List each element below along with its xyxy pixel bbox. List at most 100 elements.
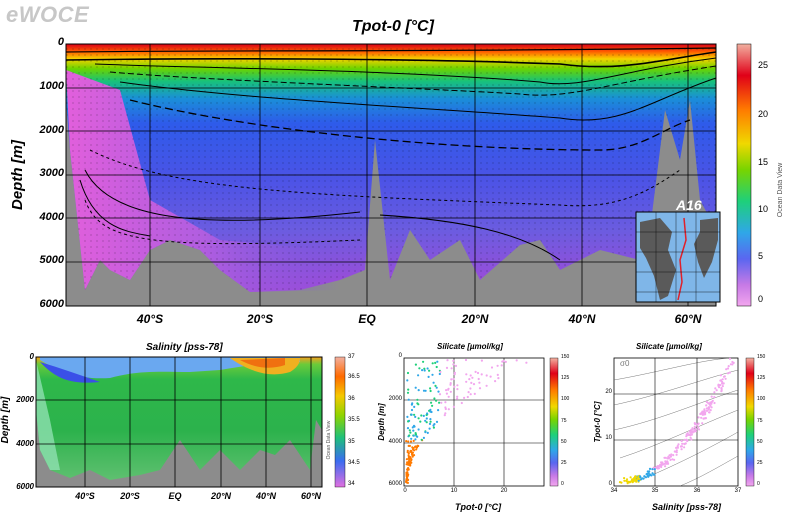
silicate-depth-cbar-100: 100 [561, 396, 570, 402]
silicate-depth-point [408, 434, 411, 437]
silicate-depth-point [409, 460, 412, 463]
silicate-ts-point [646, 474, 649, 477]
silicate-depth-point [406, 463, 410, 466]
silicate-depth-point [412, 447, 415, 450]
silicate-depth-point [515, 359, 518, 362]
silicate-depth-point [469, 387, 472, 390]
silicate-ts-point [690, 433, 694, 436]
silicate-depth-point [438, 372, 441, 376]
silicate-ts-point [661, 461, 664, 464]
salinity-chart-title: Salinity [pss-78] [146, 342, 223, 353]
silicate-depth-point [438, 401, 441, 404]
silicate-ts-point [708, 411, 711, 414]
silicate-depth-point [470, 381, 473, 384]
silicate-depth-point [409, 431, 412, 434]
silicate-ts-point [688, 430, 692, 433]
silicate-depth-point [443, 414, 446, 417]
main-cbar-tick-15: 15 [758, 157, 769, 167]
silicate-depth-y-axis-label: Depth [m] [377, 403, 386, 441]
silicate-ts-point [675, 446, 678, 449]
silicate-depth-cbar-150: 150 [561, 354, 570, 360]
sample-dots [66, 44, 716, 292]
silicate-ts-point [714, 387, 717, 390]
silicate-depth-point [424, 419, 427, 422]
silicate-depth-point [407, 388, 410, 391]
silicate-depth-point [469, 393, 472, 396]
silicate-ts-point [681, 442, 684, 445]
silicate-depth-point [407, 420, 410, 423]
silicate-ts-x-tick-36: 36 [693, 488, 701, 494]
silicate-depth-point [489, 375, 492, 378]
silicate-depth-point [456, 384, 459, 387]
silicate-ts-point [719, 384, 722, 387]
silicate-depth-point [478, 387, 482, 390]
silicate-depth-point [406, 379, 409, 382]
silicate-depth-point [414, 445, 417, 448]
silicate-depth-point [407, 452, 410, 455]
silicate-depth-point [406, 481, 409, 484]
silicate-depth-point [410, 408, 414, 412]
silicate-depth-point [445, 389, 448, 392]
silicate-depth-point [432, 426, 435, 429]
salinity-cbar-tick-35-5: 35.5 [348, 417, 360, 423]
silicate-depth-point [428, 422, 432, 425]
silicate-ts-point [690, 429, 693, 432]
salinity-x-tick-40s: 40°S [75, 491, 95, 501]
silicate-depth-cbar-50: 50 [561, 439, 567, 445]
main-y-tick-5000: 5000 [39, 254, 64, 266]
silicate-ts-x-axis-label: Salinity [pss-78] [652, 502, 722, 512]
silicate-depth-point [428, 369, 431, 372]
silicate-depth-point [450, 367, 453, 370]
salinity-y-tick-4000: 4000 [16, 439, 34, 448]
salinity-cbar-tick-37: 37 [348, 354, 355, 360]
silicate-depth-point [407, 454, 410, 457]
silicate-depth-point [466, 395, 469, 399]
salinity-cbar-tick-36-5: 36.5 [348, 374, 360, 380]
main-cbar-tick-0: 0 [758, 294, 764, 304]
silicate-ts-point [728, 371, 731, 374]
silicate-depth-point [435, 365, 438, 369]
silicate-depth-point [453, 385, 456, 388]
silicate-depth-cbar-75: 75 [561, 418, 567, 424]
silicate-ts-point [713, 401, 716, 405]
silicate-depth-point [435, 386, 438, 389]
silicate-depth-point [417, 428, 420, 431]
silicate-ts-point [623, 477, 626, 480]
silicate-depth-point [444, 401, 447, 404]
silicate-depth-points [405, 358, 528, 484]
silicate-ts-point [700, 416, 703, 419]
silicate-depth-point [422, 360, 425, 363]
silicate-depth-point [406, 477, 409, 480]
silicate-ts-points [618, 357, 735, 485]
silicate-depth-point [411, 426, 414, 429]
salinity-x-tick-60n: 60°N [300, 491, 322, 501]
silicate-depth-point [432, 381, 435, 384]
silicate-ts-point [687, 433, 691, 437]
silicate-ts-point [676, 446, 680, 449]
silicate-ts-point [697, 416, 700, 419]
silicate-depth-point [446, 359, 449, 362]
silicate-ts-point [707, 402, 710, 405]
main-colorbar-credit: Ocean Data View [777, 162, 784, 217]
silicate-depth-point [405, 471, 408, 474]
silicate-depth-point [424, 431, 427, 434]
silicate-ts-point [731, 360, 734, 364]
silicate-ts-point [697, 428, 701, 431]
salinity-y-tick-6000: 6000 [16, 482, 34, 491]
silicate-depth-point [440, 401, 443, 404]
silicate-ts-point [631, 481, 634, 484]
silicate-ts-point [715, 389, 718, 392]
silicate-depth-point [435, 399, 438, 402]
silicate-ts-y-tick-20: 20 [605, 389, 612, 395]
salinity-y-tick-0: 0 [29, 352, 34, 361]
silicate-depth-point [408, 429, 411, 432]
silicate-depth-point [422, 414, 425, 417]
silicate-ts-point [709, 409, 712, 412]
silicate-depth-point [417, 389, 420, 392]
silicate-depth-point [425, 417, 428, 420]
silicate-depth-point [444, 412, 447, 415]
silicate-ts-point [710, 395, 713, 398]
silicate-depth-point [454, 364, 458, 367]
silicate-ts-point [647, 472, 650, 475]
silicate-depth-point [429, 389, 432, 393]
